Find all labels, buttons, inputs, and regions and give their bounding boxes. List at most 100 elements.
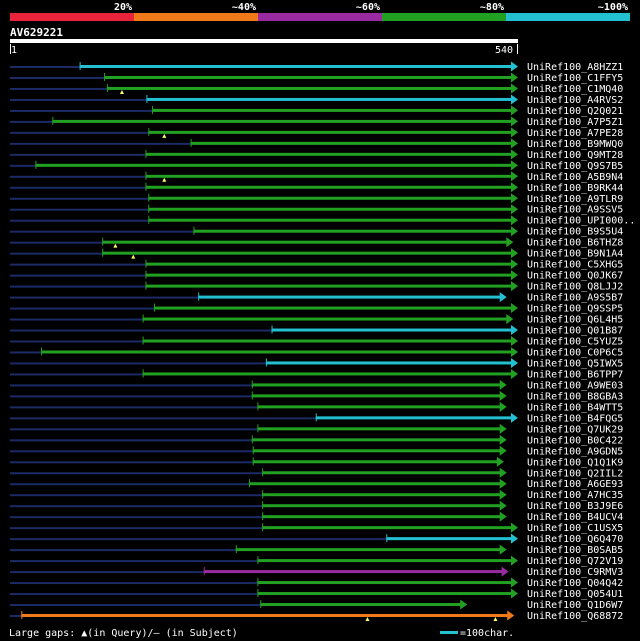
hit-name[interactable]: UniRef100_Q9SSP5 xyxy=(527,304,623,315)
hit-name[interactable]: UniRef100_Q7UK29 xyxy=(527,424,623,435)
hit-name[interactable]: UniRef100_Q2IIL2 xyxy=(527,468,623,479)
hit-name[interactable]: UniRef100_Q5IWX5 xyxy=(527,358,623,369)
hit-row[interactable]: UniRef100_B9MWQ0 xyxy=(10,138,623,150)
hit-row[interactable]: UniRef100_Q2Q021 xyxy=(10,105,623,117)
hit-name[interactable]: UniRef100_A8HZZ1 xyxy=(527,62,623,73)
hit-row[interactable]: UniRef100_B3J9E6 xyxy=(10,500,623,513)
hit-name[interactable]: UniRef100_A5B9N4 xyxy=(527,172,623,183)
hit-row[interactable]: UniRef100_Q9S7B5 xyxy=(10,160,623,172)
hit-row[interactable]: UniRef100_B0C422 xyxy=(10,434,623,447)
hit-name[interactable]: UniRef100_Q1D6W7 xyxy=(527,600,623,611)
hit-name[interactable]: UniRef100_A9S5B7 xyxy=(527,293,623,304)
hit-name[interactable]: UniRef100_B4WTT5 xyxy=(527,402,623,413)
hit-name[interactable]: UniRef100_A9TLR9 xyxy=(527,194,623,205)
hit-row[interactable]: UniRef100_A9SSV5 xyxy=(10,204,623,216)
hit-name[interactable]: UniRef100_B9MWQ0 xyxy=(527,139,623,150)
hit-row[interactable]: UniRef100_A7PE28 xyxy=(10,127,623,139)
hit-name[interactable]: UniRef100_Q04Q42 xyxy=(527,578,623,589)
hit-row[interactable]: UniRef100_B9N1A4 xyxy=(10,248,623,260)
hit-name[interactable]: UniRef100_Q2Q021 xyxy=(527,106,623,117)
hit-row[interactable]: UniRef100_A8HZZ1 xyxy=(10,61,623,74)
hit-name[interactable]: UniRef100_B6THZ8 xyxy=(527,238,623,249)
hit-row[interactable]: UniRef100_C9RMV3 xyxy=(10,566,623,579)
hit-row[interactable]: UniRef100_Q0JK67 xyxy=(10,270,623,282)
hit-name[interactable]: UniRef100_Q8LJJ2 xyxy=(527,282,623,293)
hit-row[interactable]: UniRef100_Q6L4H5 xyxy=(10,314,623,326)
hit-name[interactable]: UniRef100_A7P5Z1 xyxy=(527,117,623,128)
hit-name[interactable]: UniRef100_Q6Q470 xyxy=(527,534,623,545)
hit-name[interactable]: UniRef100_B9RK44 xyxy=(527,183,623,194)
hit-row[interactable]: UniRef100_A5B9N4 xyxy=(10,171,623,183)
hit-row[interactable]: UniRef100_UPI000.. xyxy=(10,215,635,227)
hit-name[interactable]: UniRef100_A9SSV5 xyxy=(527,205,623,216)
hit-row[interactable]: UniRef100_B6THZ8 xyxy=(10,237,623,249)
hit-name[interactable]: UniRef100_C5YUZ5 xyxy=(527,337,623,348)
hit-row[interactable]: UniRef100_Q1D6W7 xyxy=(10,599,623,612)
hit-name[interactable]: UniRef100_Q01B87 xyxy=(527,326,623,337)
hit-row[interactable]: UniRef100_B4WTT5 xyxy=(10,401,623,414)
hit-row[interactable]: UniRef100_B0SAB5 xyxy=(10,544,623,557)
hit-name[interactable]: UniRef100_C1USX5 xyxy=(527,523,623,534)
hit-row[interactable]: UniRef100_Q7UK29 xyxy=(10,423,623,436)
hit-name[interactable]: UniRef100_B9S5U4 xyxy=(527,227,623,238)
hit-name[interactable]: UniRef100_A4RVS2 xyxy=(527,95,623,106)
hit-row[interactable]: UniRef100_Q5IWX5 xyxy=(10,357,623,370)
hit-row[interactable]: UniRef100_A9S5B7 xyxy=(10,292,623,304)
hit-name[interactable]: UniRef100_C5XHG5 xyxy=(527,260,623,271)
hit-name[interactable]: UniRef100_A7PE28 xyxy=(527,128,623,139)
hit-row[interactable]: UniRef100_B8GBA3 xyxy=(10,390,623,403)
hit-name[interactable]: UniRef100_Q1Q1K9 xyxy=(527,457,623,468)
hit-row[interactable]: UniRef100_Q9MT28 xyxy=(10,149,623,161)
hit-name[interactable]: UniRef100_A9GDN5 xyxy=(527,446,623,457)
hit-name[interactable]: UniRef100_B6TPP7 xyxy=(527,369,623,380)
hit-name[interactable]: UniRef100_C1FFY5 xyxy=(527,73,623,84)
hit-row[interactable]: UniRef100_B4UCV4 xyxy=(10,511,623,524)
hit-name[interactable]: UniRef100_B9N1A4 xyxy=(527,249,623,260)
hit-row[interactable]: UniRef100_Q9SSP5 xyxy=(10,303,623,315)
hit-row[interactable]: UniRef100_A9GDN5 xyxy=(10,445,623,458)
hit-name[interactable]: UniRef100_Q9MT28 xyxy=(527,150,623,161)
hit-name[interactable]: UniRef100_C9RMV3 xyxy=(527,567,623,578)
hit-row[interactable]: UniRef100_A9WE03 xyxy=(10,379,623,392)
hit-name[interactable]: UniRef100_C0P6C5 xyxy=(527,347,623,358)
hit-name[interactable]: UniRef100_B4UCV4 xyxy=(527,512,623,523)
hit-name[interactable]: UniRef100_A7HC35 xyxy=(527,490,623,501)
hit-row[interactable]: UniRef100_Q2IIL2 xyxy=(10,467,623,480)
hit-name[interactable]: UniRef100_Q0JK67 xyxy=(527,271,623,282)
hit-name[interactable]: UniRef100_A9WE03 xyxy=(527,380,623,391)
hit-name[interactable]: UniRef100_B3J9E6 xyxy=(527,501,623,512)
hit-row[interactable]: UniRef100_B9S5U4 xyxy=(10,226,623,238)
hit-row[interactable]: UniRef100_Q72V19 xyxy=(10,555,623,568)
hit-row[interactable]: UniRef100_C1MQ40 xyxy=(10,83,623,95)
hit-name[interactable]: UniRef100_Q68872 xyxy=(527,611,623,622)
hit-row[interactable]: UniRef100_Q01B87 xyxy=(10,325,623,337)
hit-row[interactable]: UniRef100_C1USX5 xyxy=(10,522,623,535)
hit-row[interactable]: UniRef100_B9RK44 xyxy=(10,182,623,194)
hit-row[interactable]: UniRef100_B4FQG5 xyxy=(10,412,623,425)
hit-name[interactable]: UniRef100_B4FQG5 xyxy=(527,413,623,424)
hit-row[interactable]: UniRef100_C0P6C5 xyxy=(10,346,623,359)
hit-name[interactable]: UniRef100_Q72V19 xyxy=(527,556,623,567)
hit-row[interactable]: UniRef100_A9TLR9 xyxy=(10,193,623,205)
hit-name[interactable]: UniRef100_B0C422 xyxy=(527,435,623,446)
hit-row[interactable]: UniRef100_C5YUZ5 xyxy=(10,336,623,348)
hit-row[interactable]: UniRef100_Q04Q42 xyxy=(10,577,623,590)
hit-name[interactable]: UniRef100_Q6L4H5 xyxy=(527,315,623,326)
hit-name[interactable]: UniRef100_Q9S7B5 xyxy=(527,161,623,172)
hit-name[interactable]: UniRef100_Q054U1 xyxy=(527,589,623,600)
hit-name[interactable]: UniRef100_A6GE93 xyxy=(527,479,623,490)
hit-row[interactable]: UniRef100_C1FFY5 xyxy=(10,72,623,84)
hit-name[interactable]: UniRef100_UPI000.. xyxy=(527,216,635,227)
hit-row[interactable]: UniRef100_Q054U1 xyxy=(10,588,623,601)
hit-row[interactable]: UniRef100_Q6Q470 xyxy=(10,533,623,546)
hit-name[interactable]: UniRef100_B8GBA3 xyxy=(527,391,623,402)
hit-row[interactable]: UniRef100_A7HC35 xyxy=(10,489,623,502)
hit-row[interactable]: UniRef100_C5XHG5 xyxy=(10,259,623,271)
hit-name[interactable]: UniRef100_C1MQ40 xyxy=(527,84,623,95)
hit-row[interactable]: UniRef100_A4RVS2 xyxy=(10,94,623,106)
hit-row[interactable]: UniRef100_Q1Q1K9 xyxy=(10,456,623,469)
hit-name[interactable]: UniRef100_B0SAB5 xyxy=(527,545,623,556)
hit-row[interactable]: UniRef100_A6GE93 xyxy=(10,478,623,491)
hit-row[interactable]: UniRef100_B6TPP7 xyxy=(10,368,623,381)
hit-row[interactable]: UniRef100_Q68872 xyxy=(10,610,623,623)
